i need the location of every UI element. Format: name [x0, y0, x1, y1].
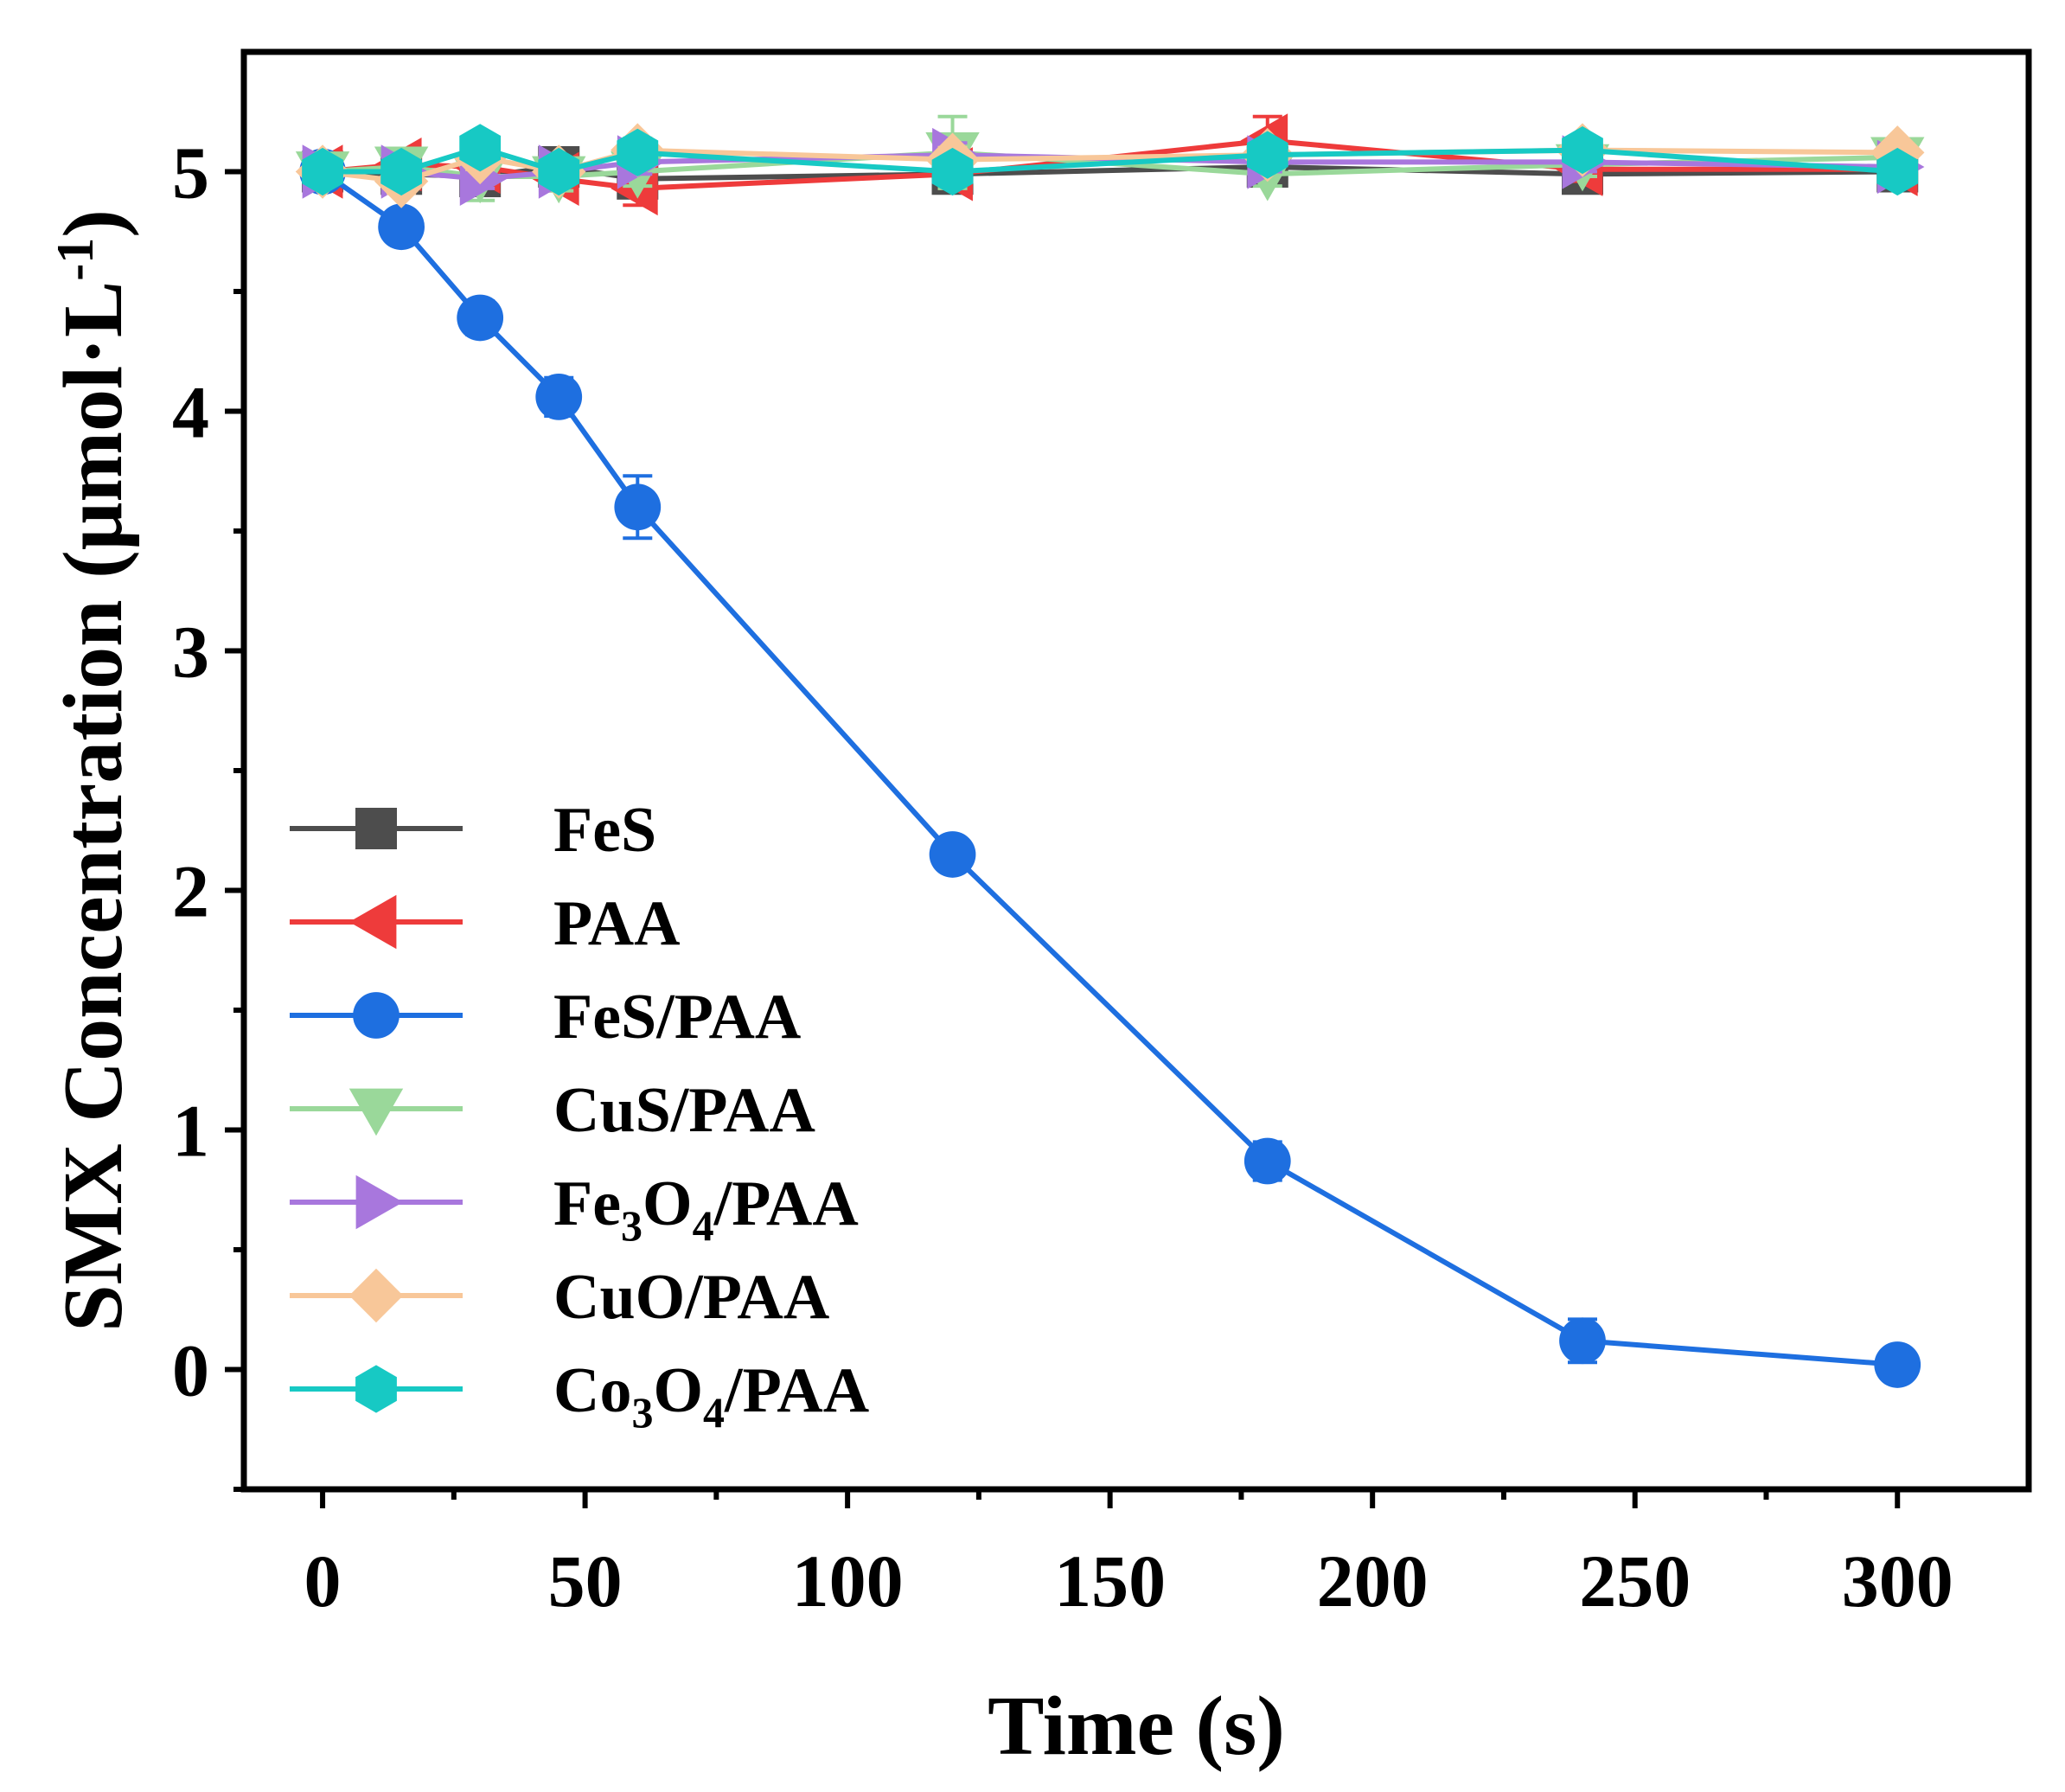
data-point	[302, 147, 343, 196]
legend-label-text: Co	[553, 1355, 631, 1426]
legend-label: CuS/PAA	[553, 1075, 815, 1146]
y-axis-ticks: 0 1 2 3 4 5	[172, 131, 244, 1492]
x-tick-label: 100	[792, 1539, 904, 1622]
legend-label: Fe3O4/PAA	[553, 1168, 859, 1250]
legend-swatch-marker	[355, 1365, 397, 1413]
data-point	[617, 128, 659, 176]
x-axis-title: Time (s)	[988, 1680, 1285, 1773]
x-tick-label: 50	[548, 1539, 623, 1622]
legend-label-subscript: 3	[631, 1388, 653, 1437]
legend-swatch-marker	[348, 894, 397, 950]
plot-area	[295, 113, 1925, 1388]
legend-item: CuO/PAA	[290, 1262, 829, 1333]
series-fes-paa	[299, 148, 1921, 1388]
legend-label-text: FeS	[553, 795, 656, 866]
legend-label: CuO/PAA	[553, 1262, 829, 1333]
data-point	[1246, 131, 1288, 179]
legend-label-text: CuO/PAA	[553, 1262, 829, 1333]
legend-label-subscript: 4	[703, 1388, 725, 1437]
x-tick-label: 150	[1054, 1539, 1166, 1622]
legend-swatch-marker	[348, 1268, 404, 1323]
legend-item: FeS	[290, 795, 656, 866]
y-tick-label: 0	[172, 1329, 209, 1412]
data-point	[380, 147, 423, 196]
legend-label: FeS/PAA	[553, 982, 801, 1053]
data-point	[457, 294, 504, 342]
x-tick-label: 0	[304, 1539, 342, 1622]
legend-label-text: O	[653, 1355, 703, 1426]
x-tick-label: 250	[1579, 1539, 1691, 1622]
x-axis-ticks: 0 50 100 150 200 250 300	[304, 1489, 1953, 1622]
data-point	[378, 203, 425, 251]
legend-label-text: FeS/PAA	[553, 982, 801, 1053]
legend-label: Co3O4/PAA	[553, 1355, 869, 1437]
data-point	[1562, 125, 1603, 175]
legend-label-text: /PAA	[724, 1355, 869, 1426]
legend-label-text: PAA	[553, 888, 681, 959]
y-tick-label: 1	[172, 1090, 209, 1173]
data-point	[614, 483, 662, 531]
y-tick-label: 4	[172, 371, 209, 454]
series-layer	[295, 113, 1925, 1388]
legend-label-text: O	[643, 1168, 693, 1239]
legend-swatch-marker	[355, 1174, 404, 1230]
legend-label-text: CuS/PAA	[553, 1075, 815, 1146]
y-axis-title-main: SMX Concentration (μmol·L	[47, 281, 140, 1332]
data-point	[535, 374, 583, 420]
legend-swatch-marker	[348, 1088, 404, 1136]
data-point	[931, 147, 974, 196]
data-point	[538, 147, 580, 196]
y-tick-label: 5	[172, 131, 209, 214]
legend-swatch-marker	[353, 992, 400, 1039]
legend-item: FeS/PAA	[290, 982, 801, 1053]
legend-label-subscript: 3	[621, 1201, 643, 1250]
y-tick-label: 3	[172, 611, 209, 694]
data-point	[459, 124, 502, 172]
legend-label-text: Fe	[553, 1168, 621, 1239]
legend-item: Fe3O4/PAA	[290, 1168, 859, 1250]
y-axis-title-close: )	[47, 209, 140, 238]
series-co3o4-paa	[302, 124, 1919, 196]
axis-frame	[240, 48, 2032, 1493]
data-point	[1243, 1137, 1291, 1185]
legend-item: CuS/PAA	[290, 1075, 815, 1146]
legend-label: FeS	[553, 795, 656, 866]
legend-item: Co3O4/PAA	[290, 1355, 869, 1437]
legend-label-text: /PAA	[713, 1168, 859, 1239]
legend-label-subscript: 4	[693, 1201, 714, 1250]
y-axis-title: SMX Concentration (μmol·L-1)	[47, 209, 140, 1332]
legend-item: PAA	[290, 888, 681, 959]
legend-swatch-marker	[355, 808, 397, 849]
y-tick-label: 2	[172, 850, 209, 933]
data-point	[1559, 1317, 1606, 1365]
x-tick-label: 200	[1317, 1539, 1429, 1622]
legend-label: PAA	[553, 888, 681, 959]
data-point	[929, 831, 976, 878]
x-tick-label: 300	[1842, 1539, 1953, 1622]
y-axis-title-sup: -1	[47, 238, 104, 281]
data-point	[1876, 147, 1919, 196]
legend: FeSPAAFeS/PAACuS/PAAFe3O4/PAACuO/PAACo3O…	[290, 795, 869, 1437]
data-point	[1874, 1341, 1921, 1388]
